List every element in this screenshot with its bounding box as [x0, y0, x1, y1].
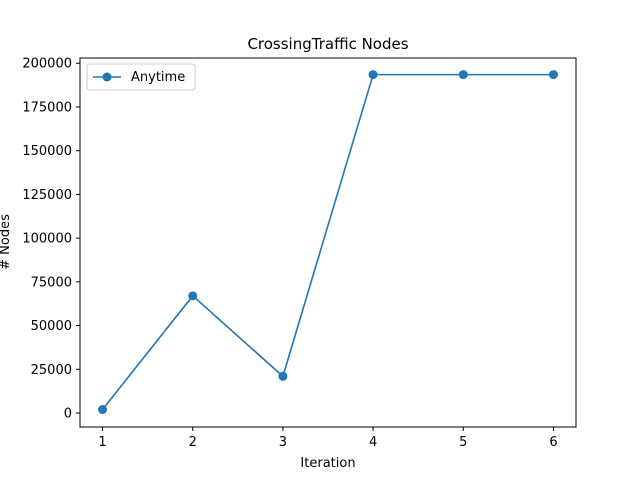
chart-title: CrossingTraffic Nodes — [247, 35, 408, 53]
legend-box — [86, 63, 196, 91]
data-point — [458, 70, 468, 80]
series-layer — [98, 70, 558, 415]
legend-marker — [102, 72, 112, 82]
x-tick-label: 2 — [189, 435, 197, 450]
legend: Anytime — [86, 63, 196, 91]
y-tick-label: 150000 — [22, 144, 72, 159]
y-tick-label: 50000 — [31, 319, 72, 334]
y-tick-label: 25000 — [31, 363, 72, 378]
x-tick-label: 1 — [98, 435, 106, 450]
legend-label: Anytime — [131, 70, 185, 85]
x-tick-label: 5 — [459, 435, 467, 450]
y-axis-label: # Nodes — [0, 214, 13, 270]
y-tick-label: 175000 — [22, 100, 72, 115]
y-tick-label: 100000 — [22, 232, 72, 247]
y-tick-label: 0 — [64, 407, 72, 422]
data-point — [548, 70, 558, 80]
data-point — [368, 70, 378, 80]
x-tick-label: 6 — [549, 435, 557, 450]
data-point — [188, 291, 198, 301]
x-axis-label: Iteration — [300, 456, 355, 471]
data-point — [98, 405, 108, 415]
data-point — [278, 371, 288, 381]
plot-area — [79, 57, 577, 428]
x-tick-label: 3 — [279, 435, 287, 450]
y-tick-label: 200000 — [22, 57, 72, 72]
x-axis: 1 2 3 4 5 6 — [98, 427, 558, 450]
y-axis: 0 25000 50000 75000 100000 125000 150000 175000… — [22, 57, 80, 422]
y-tick-label: 75000 — [31, 275, 72, 290]
x-tick-label: 4 — [369, 435, 377, 450]
y-tick-label: 125000 — [22, 188, 72, 203]
series-line-0 — [101, 73, 554, 411]
